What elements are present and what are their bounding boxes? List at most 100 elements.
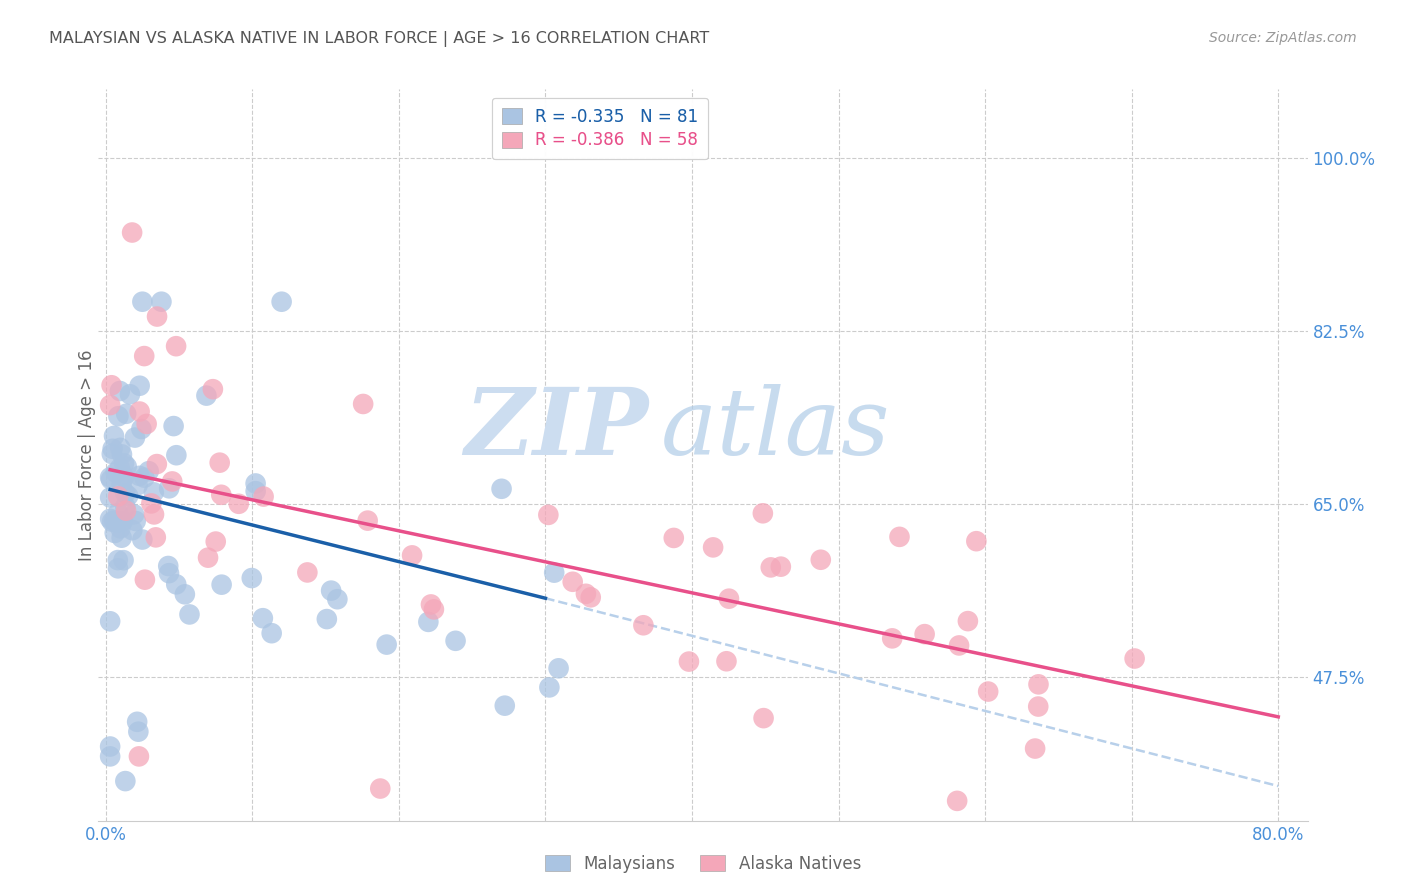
Point	[104, 466, 127, 480]
Point	[135, 417, 157, 431]
Point	[111, 447, 134, 461]
Point	[179, 607, 201, 622]
Point	[101, 447, 124, 461]
Point	[752, 506, 775, 520]
Point	[195, 389, 218, 403]
Point	[538, 681, 561, 695]
Point	[114, 500, 136, 514]
Point	[1123, 651, 1146, 665]
Text: ZIP: ZIP	[464, 384, 648, 475]
Point	[197, 550, 219, 565]
Point	[103, 429, 125, 443]
Point	[115, 407, 138, 421]
Point	[107, 409, 129, 424]
Point	[165, 577, 187, 591]
Point	[547, 661, 569, 675]
Point	[228, 497, 250, 511]
Point	[110, 521, 132, 535]
Point	[965, 534, 987, 549]
Point	[125, 514, 148, 528]
Point	[107, 489, 129, 503]
Point	[128, 468, 150, 483]
Point	[98, 615, 121, 629]
Point	[134, 349, 156, 363]
Point	[107, 506, 129, 520]
Point	[110, 441, 132, 455]
Point	[165, 448, 187, 462]
Point	[357, 514, 380, 528]
Point	[368, 781, 391, 796]
Point	[297, 566, 319, 580]
Point	[98, 470, 121, 484]
Point	[375, 638, 398, 652]
Point	[128, 378, 150, 392]
Point	[209, 488, 232, 502]
Point	[138, 464, 160, 478]
Point	[127, 478, 149, 492]
Point	[315, 612, 337, 626]
Point	[111, 531, 134, 545]
Point	[889, 530, 911, 544]
Point	[208, 456, 231, 470]
Point	[134, 573, 156, 587]
Point	[131, 533, 153, 547]
Point	[112, 553, 135, 567]
Point	[108, 461, 131, 475]
Point	[543, 566, 565, 580]
Point	[121, 523, 143, 537]
Point	[423, 602, 446, 616]
Point	[956, 614, 979, 628]
Point	[245, 484, 267, 499]
Point	[326, 592, 349, 607]
Text: MALAYSIAN VS ALASKA NATIVE IN LABOR FORCE | AGE > 16 CORRELATION CHART: MALAYSIAN VS ALASKA NATIVE IN LABOR FORC…	[49, 31, 710, 47]
Point	[107, 553, 129, 567]
Point	[100, 473, 122, 487]
Point	[759, 560, 782, 574]
Point	[101, 515, 124, 529]
Point	[252, 611, 274, 625]
Point	[252, 490, 274, 504]
Point	[131, 422, 153, 436]
Point	[112, 470, 135, 484]
Point	[112, 456, 135, 470]
Point	[143, 508, 166, 522]
Point	[114, 486, 136, 500]
Point	[173, 587, 195, 601]
Point	[752, 711, 775, 725]
Point	[101, 442, 124, 456]
Point	[948, 639, 970, 653]
Point	[98, 398, 121, 412]
Point	[128, 404, 150, 418]
Legend: Malaysians, Alaska Natives: Malaysians, Alaska Natives	[538, 848, 868, 880]
Point	[162, 419, 184, 434]
Point	[100, 378, 122, 392]
Point	[444, 633, 467, 648]
Point	[579, 591, 602, 605]
Legend: R = -0.335   N = 81, R = -0.386   N = 58: R = -0.335 N = 81, R = -0.386 N = 58	[492, 97, 709, 160]
Y-axis label: In Labor Force | Age > 16: In Labor Force | Age > 16	[79, 349, 96, 561]
Point	[321, 583, 343, 598]
Point	[124, 431, 146, 445]
Point	[107, 561, 129, 575]
Point	[117, 489, 139, 503]
Point	[141, 496, 163, 510]
Point	[769, 559, 792, 574]
Point	[1024, 741, 1046, 756]
Point	[716, 654, 738, 668]
Point	[98, 749, 121, 764]
Point	[810, 553, 832, 567]
Point	[111, 468, 134, 483]
Text: Source: ZipAtlas.com: Source: ZipAtlas.com	[1209, 31, 1357, 45]
Point	[260, 626, 283, 640]
Point	[157, 566, 180, 581]
Point	[1026, 699, 1049, 714]
Point	[127, 724, 149, 739]
Point	[111, 514, 134, 528]
Point	[128, 749, 150, 764]
Point	[98, 491, 121, 505]
Point	[491, 482, 513, 496]
Point	[111, 477, 134, 491]
Point	[162, 475, 184, 489]
Point	[115, 503, 138, 517]
Point	[122, 508, 145, 522]
